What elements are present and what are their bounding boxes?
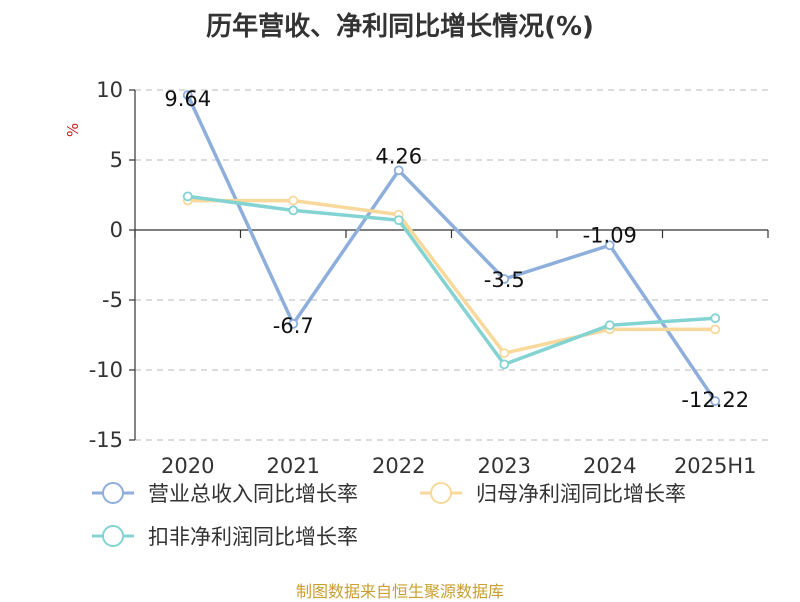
- data-label: 9.64: [164, 87, 211, 111]
- legend-marker: [102, 525, 124, 547]
- x-tick-label: 2023: [478, 454, 531, 478]
- x-tick-label: 2022: [372, 454, 425, 478]
- x-tick-label: 2021: [267, 454, 320, 478]
- legend-label: 扣非净利润同比增长率: [148, 525, 358, 549]
- data-point: [499, 348, 510, 359]
- data-label: -1.09: [583, 223, 637, 247]
- series-line-1: [187, 198, 716, 355]
- legend-item-0: 营业总收入同比增长率: [92, 482, 358, 506]
- y-axis-unit: %: [64, 123, 82, 137]
- axes: [129, 89, 769, 441]
- data-point: [393, 215, 404, 226]
- legend-item-1: 归母净利润同比增长率: [420, 482, 686, 506]
- data-labels: 9.64 -6.7 4.26 -3.5 -1.09 -12.22: [164, 87, 749, 412]
- data-point: [288, 195, 299, 206]
- series-line-0: [186, 94, 717, 403]
- data-point: [288, 205, 299, 216]
- y-tick-label: 5: [110, 148, 123, 172]
- data-point: [499, 359, 510, 370]
- legend-label: 营业总收入同比增长率: [148, 482, 358, 506]
- chart-title: 历年营收、净利同比增长情况(%): [206, 12, 594, 42]
- data-point: [710, 313, 721, 324]
- data-point: [393, 165, 404, 176]
- data-label: -6.7: [273, 314, 314, 338]
- data-label: -3.5: [484, 268, 525, 292]
- y-tick-label: -15: [89, 428, 123, 452]
- y-tick-label: 0: [110, 218, 123, 242]
- legend-marker: [430, 482, 452, 504]
- legend-marker: [102, 482, 124, 504]
- data-point: [182, 90, 193, 100]
- legend-label: 归母净利润同比增长率: [476, 482, 686, 506]
- y-tick-label: 10: [96, 78, 123, 102]
- y-tick-label: -5: [102, 288, 123, 312]
- data-label: 4.26: [375, 144, 422, 168]
- data-point: [499, 274, 510, 284]
- data-point: [288, 318, 299, 329]
- series-lines: [182, 90, 721, 406]
- x-tick-label: 2025H1: [674, 454, 757, 478]
- data-point: [710, 324, 721, 335]
- data-point: [604, 240, 615, 251]
- tick-labels: 10 5 0 -5 -10 -15 2020 2021 2022 2023 2024 2025H1%: [64, 78, 757, 478]
- y-tick-label: -10: [89, 358, 123, 382]
- x-tick-label: 2024: [583, 454, 636, 478]
- x-tick-label: 2020: [161, 454, 214, 478]
- source-footer: 制图数据来自恒生聚源数据库: [295, 582, 504, 601]
- data-label: -12.22: [681, 388, 749, 412]
- series-line-2: [187, 194, 716, 367]
- data-point: [182, 191, 193, 202]
- data-point: [604, 320, 615, 331]
- data-point: [710, 396, 721, 406]
- legend-item-2: 扣非净利润同比增长率: [92, 525, 358, 549]
- grid-lines: [135, 89, 768, 441]
